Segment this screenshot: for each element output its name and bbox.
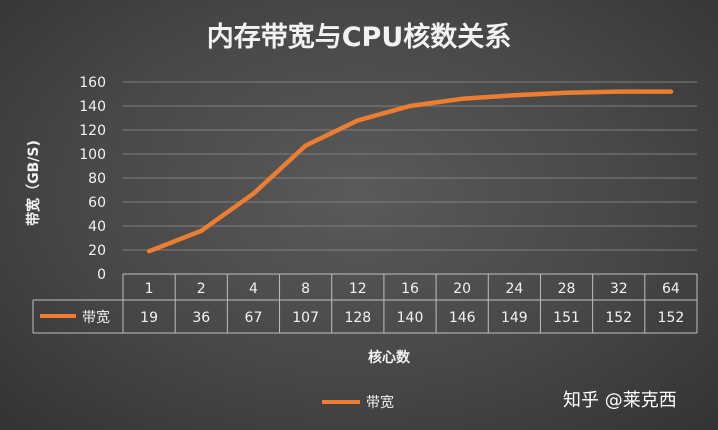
data-point bbox=[303, 143, 308, 148]
data-point bbox=[407, 103, 413, 109]
x-category-label: 8 bbox=[301, 281, 310, 297]
data-table-value: 146 bbox=[449, 310, 476, 326]
legend: 带宽 bbox=[322, 394, 394, 411]
y-tick-label: 20 bbox=[88, 243, 106, 259]
y-axis-title: 带宽（GB/S) bbox=[25, 140, 42, 226]
x-category-label: 24 bbox=[505, 281, 523, 297]
data-point bbox=[616, 89, 621, 94]
data-table-value: 152 bbox=[605, 310, 632, 326]
data-table-value: 151 bbox=[553, 310, 580, 326]
x-axis-title: 核心数 bbox=[368, 349, 411, 366]
y-tick-label: 60 bbox=[88, 195, 106, 211]
data-point bbox=[199, 228, 204, 233]
data-table-value: 149 bbox=[501, 310, 528, 326]
series-layer bbox=[146, 89, 674, 254]
data-table-value: 36 bbox=[192, 310, 210, 326]
watermark: 知乎 @莱克西 bbox=[563, 390, 677, 411]
x-category-label: 4 bbox=[249, 281, 258, 297]
data-point bbox=[146, 249, 152, 254]
y-tick-label: 0 bbox=[97, 267, 106, 283]
y-tick-label: 120 bbox=[79, 123, 106, 139]
data-point bbox=[668, 89, 674, 94]
y-tick-label: 80 bbox=[88, 171, 106, 187]
data-point bbox=[251, 191, 256, 196]
data-table-value: 107 bbox=[292, 310, 319, 326]
data-point bbox=[459, 96, 465, 102]
data-point bbox=[564, 90, 569, 96]
data-table: 1 19 2 36 4 67 8 107 12 128 16 140 20 146 24 149 28 151 32… bbox=[32, 273, 698, 334]
x-category-label: 16 bbox=[401, 281, 419, 297]
y-tick-label: 140 bbox=[79, 99, 106, 115]
x-category-label: 32 bbox=[610, 281, 628, 297]
y-tick-label: 160 bbox=[79, 75, 106, 91]
series-line bbox=[146, 89, 674, 254]
x-category-label: 64 bbox=[662, 281, 680, 297]
data-table-value: 152 bbox=[658, 310, 685, 326]
legend-label: 带宽 bbox=[366, 394, 394, 411]
data-point bbox=[512, 93, 517, 98]
x-category-label: 2 bbox=[197, 281, 206, 297]
y-axis-ticks: 0 20 40 60 80 100 120 140 160 bbox=[79, 75, 106, 283]
data-table-value: 67 bbox=[245, 310, 263, 326]
x-category-label: 12 bbox=[349, 281, 367, 297]
y-tick-label: 100 bbox=[79, 147, 106, 163]
x-category-label: 1 bbox=[145, 281, 154, 297]
data-point bbox=[355, 118, 361, 123]
x-category-label: 20 bbox=[453, 281, 471, 297]
x-category-label: 28 bbox=[558, 281, 576, 297]
chart-title: 内存带宽与CPU核数关系 bbox=[207, 21, 512, 53]
gridlines bbox=[123, 81, 697, 251]
table-series-label: 带宽 bbox=[82, 309, 110, 326]
data-table-value: 140 bbox=[397, 310, 424, 326]
data-table-value: 128 bbox=[344, 310, 371, 326]
data-table-value: 19 bbox=[140, 310, 158, 326]
y-tick-label: 40 bbox=[88, 219, 106, 235]
